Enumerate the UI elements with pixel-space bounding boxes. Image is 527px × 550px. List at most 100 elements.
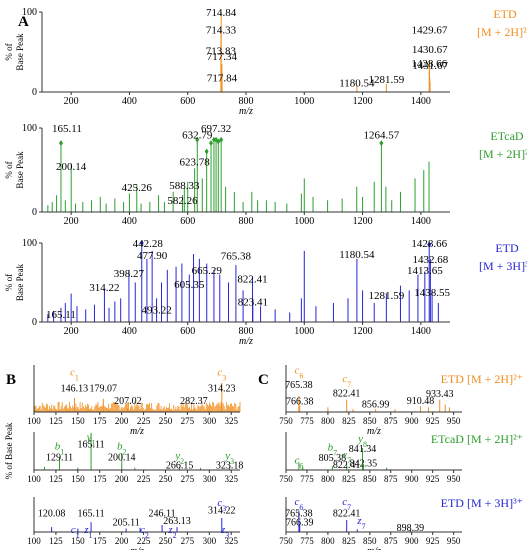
ion-subscript: 1 [75,373,79,382]
legend-entry: ETD [493,7,517,21]
peak-label: 1281.59 [368,290,404,302]
x-tick-label: 875 [384,416,398,426]
ion-subscript: 3 [225,531,229,540]
ion-label: y8 [357,433,367,449]
x-tick-label: 850 [363,474,377,484]
peak-label: 165.11 [78,439,105,450]
peak-label: 822.41 [237,274,267,286]
peak-label: 1431.67 [412,60,448,72]
y-tick-label: 100 [22,123,37,134]
x-tick-label: 400 [122,326,137,337]
peak-marker [139,240,144,246]
peak-marker [211,136,216,143]
legend-entry: ETD [M + 2H]²⁺ [441,372,523,386]
x-tick-label: 200 [64,326,79,337]
peak-label: 200.14 [56,161,87,173]
ion-letter: y [174,450,180,462]
peak-label: 856.99 [362,400,390,411]
ion-label: c7 [342,496,351,512]
ion-label: c7 [342,449,351,465]
x-tick-label: 800 [239,96,254,107]
ion-subscript: 6 [299,371,303,380]
peak-label: 582.26 [167,195,198,207]
peak-marker [195,136,200,143]
peak-label: 314.22 [89,282,119,294]
ion-letter: z [83,524,89,536]
x-axis-label: m/z [239,336,253,347]
ion-label: z7 [356,515,365,531]
x-tick-label: 200 [64,216,79,227]
x-tick-label: 400 [122,96,137,107]
x-tick-label: 800 [321,416,335,426]
y-tick-label: 100 [22,238,37,249]
peak-label: 129.11 [46,452,73,463]
peak-label: 120.08 [38,508,66,519]
spectrum-c3: 750 775 800 825 850 875 900 925 950 m/z 765.38766.… [279,496,523,550]
x-tick-label: 750 [279,474,293,484]
panel-letter-b: B [6,372,16,388]
peak-label: 766.38 [286,397,314,408]
x-tick-label: 775 [300,536,314,546]
ion-label: c7 [342,373,351,389]
x-tick-label: 275 [181,536,195,546]
x-axis-label: m/z [367,546,381,550]
ion-subscript: 1 [60,447,64,456]
ion-letter: c [342,373,347,385]
ion-label: b2 [117,441,127,457]
x-tick-label: 175 [93,474,107,484]
x-tick-label: 750 [279,536,293,546]
x-axis-label: m/z [239,106,253,117]
peak-label: 442.28 [133,238,164,250]
x-tick-label: 300 [203,416,217,426]
ion-letter: c [294,454,299,466]
y-axis-label: % of Base Peak [4,422,14,479]
x-tick-label: 125 [49,416,63,426]
x-tick-label: 900 [405,416,419,426]
ion-letter: y [357,433,363,445]
y-tick-label: 0 [32,207,37,218]
x-tick-label: 100 [27,416,41,426]
panel-letter-a: A [18,14,29,30]
legend-entry: ETD [M + 3H]³⁺ [441,496,523,510]
ion-label: c3 [217,497,226,513]
ion-subscript: 1 [88,531,92,540]
y-axis-label: Base Peak [15,151,25,189]
ion-subscript: 2 [173,531,177,540]
x-tick-label: 225 [137,536,151,546]
ion-subscript: 3 [230,456,234,465]
peak-label: 765.38 [285,508,313,519]
ion-letter: y [86,432,92,444]
ion-letter: z [356,515,362,527]
peak-label: 1180.54 [339,77,375,89]
peak-label: 205.11 [113,518,140,529]
peak-label: 1428.66 [411,238,447,250]
peak-label: 165.11 [52,123,82,135]
x-tick-label: 750 [279,416,293,426]
x-tick-label: 600 [180,216,195,227]
peak-marker [204,148,209,155]
ion-letter: c [294,496,299,508]
peak-label: 842.35 [350,458,378,469]
x-tick-label: 1000 [294,326,314,337]
x-tick-label: 300 [203,536,217,546]
x-tick-label: 300 [203,474,217,484]
peak-label: 823.41 [238,296,268,308]
peak-label: 822.41 [333,508,361,519]
ion-subscript: 1 [76,531,80,540]
ion-label: c1 [71,524,80,540]
x-tick-label: 150 [71,536,85,546]
x-tick-label: 800 [239,216,254,227]
x-tick-label: 775 [300,474,314,484]
x-tick-label: 150 [71,474,85,484]
x-tick-label: 1200 [353,216,373,227]
peak-label: 623.78 [180,157,211,169]
ion-label: c6 [294,496,303,512]
x-tick-label: 925 [426,474,440,484]
peak-label: 1264.57 [364,130,400,142]
ion-letter: c [140,524,145,536]
peak-label: 1413.65 [407,265,443,277]
x-tick-label: 325 [224,416,238,426]
peak-label: 263.13 [163,516,191,527]
legend-entry: ETD [495,241,519,255]
peak-marker [209,140,214,147]
